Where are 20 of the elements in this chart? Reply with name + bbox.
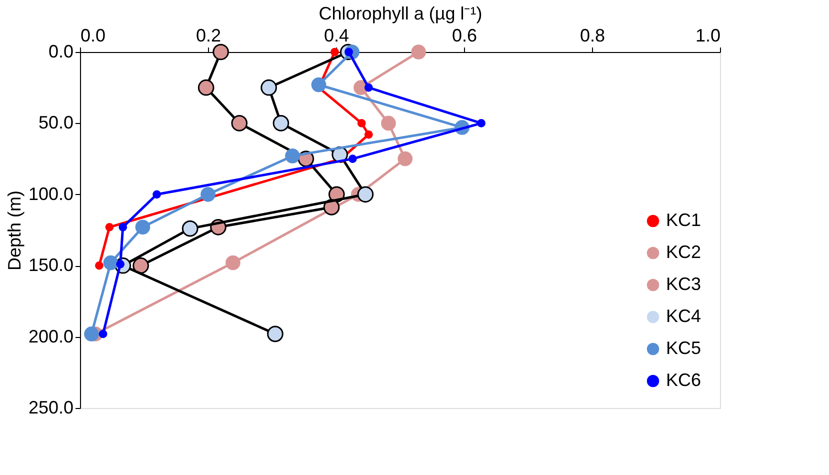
- y-tick-label: 250.0: [28, 398, 74, 418]
- legend-label: KC1: [666, 210, 702, 230]
- x-tick-label: 0.6: [452, 26, 478, 46]
- legend-label: KC5: [666, 338, 702, 358]
- x-tick-label: 0.8: [580, 26, 606, 46]
- x-tick-label: 0.4: [324, 26, 350, 46]
- x-tick-label: 0.2: [196, 26, 222, 46]
- legend-label: KC4: [666, 306, 702, 326]
- x-axis-title: Chlorophyll a (µg l⁻¹): [318, 4, 482, 24]
- y-tick-label: 0.0: [48, 42, 74, 62]
- legend-label: KC3: [666, 274, 702, 294]
- y-tick-label: 200.0: [28, 326, 74, 346]
- x-tick-label: 1.0: [695, 26, 720, 46]
- y-tick-label: 150.0: [28, 255, 74, 276]
- x-tick-label: 0.0: [80, 26, 106, 46]
- y-tick-label: 100.0: [28, 184, 74, 204]
- legend-label: KC6: [666, 370, 702, 390]
- y-axis-title: Depth (m): [4, 190, 24, 271]
- legend-label: KC2: [666, 242, 702, 262]
- y-tick-label: 50.0: [38, 112, 74, 133]
